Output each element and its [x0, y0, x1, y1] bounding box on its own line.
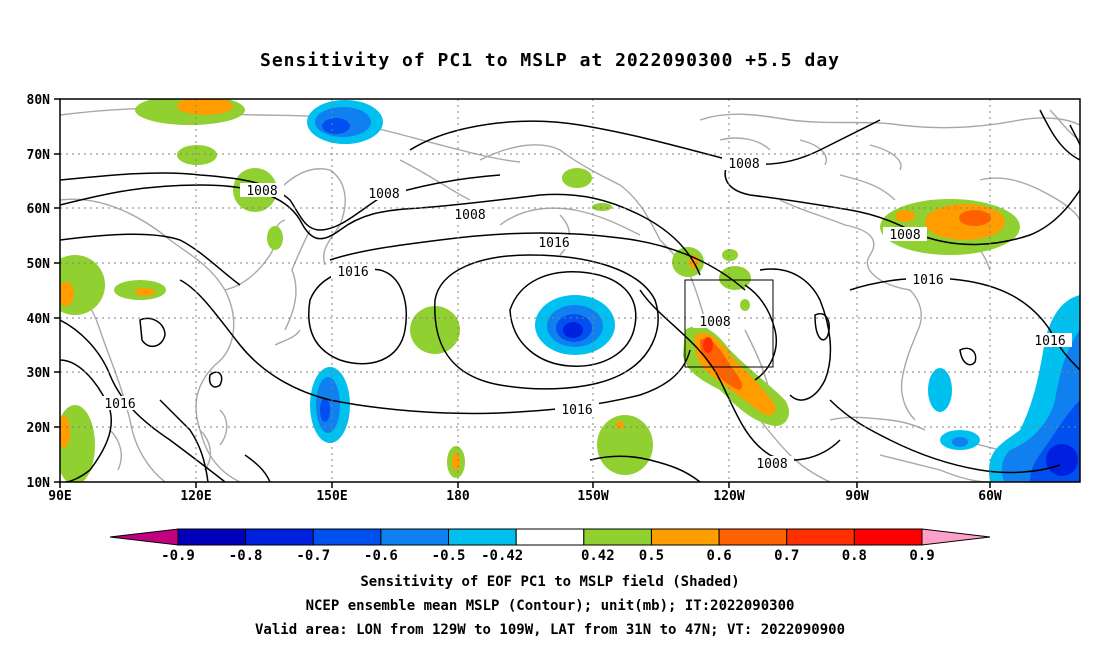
lat-label: 20N — [27, 421, 51, 436]
lon-label: 60W — [978, 489, 1002, 504]
lon-label: 90W — [845, 489, 869, 504]
map-title: Sensitivity of PC1 to MSLP at 2022090300… — [259, 50, 840, 71]
contour-labels: 1008 1008 1008 1008 1008 1008 1016 1016 … — [98, 156, 1072, 472]
colorbar-swatch — [448, 528, 517, 546]
colorbar-swatch — [515, 528, 585, 546]
caption-line-2: NCEP ensemble mean MSLP (Contour); unit(… — [305, 598, 795, 614]
colorbar-swatch — [177, 528, 247, 546]
contour-label: 1016 — [104, 397, 135, 412]
contour-label: 1008 — [368, 187, 399, 202]
lat-label: 60N — [27, 202, 51, 217]
contour-label: 1016 — [1034, 334, 1065, 349]
lat-label: 70N — [27, 148, 51, 163]
colorbar-swatch — [718, 528, 788, 546]
colorbar-swatch — [786, 528, 855, 546]
lon-label: 180 — [446, 489, 470, 504]
lat-label: 80N — [27, 93, 51, 108]
contour-label: 1016 — [538, 236, 569, 251]
colorbar-label: -0.6 — [364, 548, 398, 564]
colorbar-label: 0.6 — [706, 548, 731, 564]
colorbar-label: -0.5 — [432, 548, 466, 564]
colorbar-label: 0.8 — [842, 548, 867, 564]
lat-label: 30N — [27, 366, 51, 381]
colorbar-label: 0.7 — [774, 548, 799, 564]
lat-label: 10N — [27, 476, 51, 491]
colorbar-label: 0.5 — [639, 548, 664, 564]
longitude-labels: 90E 120E 150E 180 150W 120W 90W 60W — [48, 489, 1002, 504]
colorbar-max-arrow — [921, 528, 991, 546]
contour-label: 1016 — [912, 273, 943, 288]
tick-marks — [54, 98, 991, 488]
lon-label: 90E — [48, 489, 71, 504]
colorbar-swatch — [650, 528, 720, 546]
colorbar-label: -0.42 — [481, 548, 523, 564]
colorbar-min-arrow — [109, 528, 179, 546]
colorbar-swatch — [380, 528, 450, 546]
contour-label: 1016 — [561, 403, 592, 418]
colorbar-swatch — [312, 528, 382, 546]
caption-line-3: Valid area: LON from 129W to 109W, LAT f… — [254, 622, 845, 638]
contour-label: 1008 — [454, 208, 485, 223]
colorbar-swatch — [245, 528, 314, 546]
lat-label: 40N — [27, 312, 51, 327]
contour-label: 1008 — [756, 457, 787, 472]
caption-line-1: Sensitivity of EOF PC1 to MSLP field (Sh… — [360, 574, 740, 590]
colorbar-swatch — [853, 528, 923, 546]
colorbar-label: -0.8 — [229, 548, 263, 564]
colorbar-swatch — [583, 528, 652, 546]
lat-label: 50N — [27, 257, 51, 272]
gridlines — [60, 99, 1080, 482]
map-frame — [59, 98, 1081, 483]
colorbar-label: -0.7 — [296, 548, 330, 564]
lon-label: 150E — [316, 489, 347, 504]
latitude-labels: 80N 70N 60N 50N 40N 30N 20N 10N — [27, 93, 51, 491]
colorbar-label: 0.42 — [581, 548, 615, 564]
contour-label: 1008 — [246, 184, 277, 199]
valid-area-box — [684, 279, 774, 368]
lon-label: 120W — [713, 489, 744, 504]
lon-label: 120E — [180, 489, 211, 504]
contour-label: 1008 — [889, 228, 920, 243]
colorbar-label: 0.9 — [909, 548, 934, 564]
contour-label: 1016 — [337, 265, 368, 280]
colorbar: -0.9 -0.8 -0.7 -0.6 -0.5 -0.42 0.42 0.5 0.6 0.7 0.… — [109, 528, 991, 564]
colorbar-label: -0.9 — [161, 548, 195, 564]
lon-label: 150W — [577, 489, 608, 504]
contour-label: 1008 — [728, 157, 759, 172]
contour-label: 1008 — [699, 315, 730, 330]
